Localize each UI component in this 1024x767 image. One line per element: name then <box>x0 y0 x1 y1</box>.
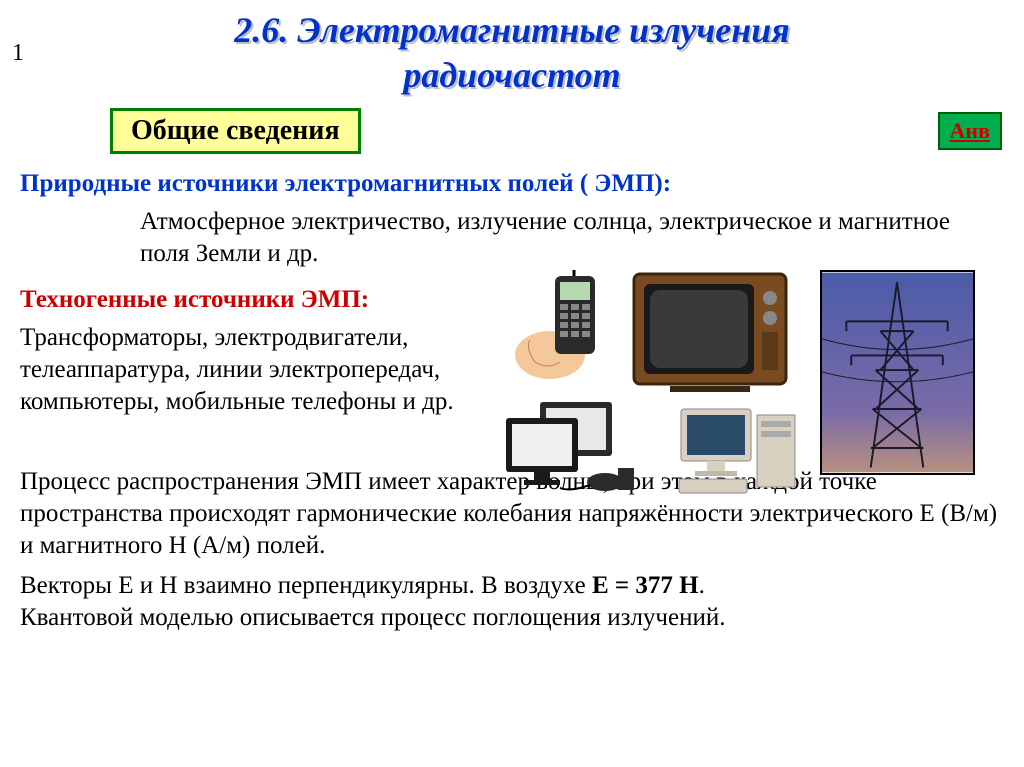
para2-a: Векторы Е и Н взаимно перпендикулярны. В… <box>20 572 592 599</box>
technogenic-sources-body: Трансформаторы, электродвигатели, телеап… <box>20 322 480 418</box>
paragraph-vectors: Векторы Е и Н взаимно перпендикулярны. В… <box>20 570 1004 602</box>
title-line-2: радиочастот <box>403 55 620 95</box>
para2-formula: Е = 377 Н <box>592 572 699 599</box>
power-tower-icon <box>820 270 975 475</box>
subtitle-box: Общие сведения <box>110 108 361 154</box>
para2-c: . <box>699 572 705 599</box>
desktop-pc-icon <box>675 405 800 495</box>
television-icon <box>630 270 790 395</box>
images-cluster <box>480 270 1000 500</box>
natural-sources-body: Атмосферное электричество, излучение сол… <box>140 206 1004 270</box>
paragraph-quantum: Квантовой моделью описывается процесс по… <box>20 602 1004 634</box>
page-number: 1 <box>12 40 24 67</box>
dual-monitors-icon <box>500 400 640 495</box>
slide-title: 2.6. Электромагнитные излучения радиочас… <box>0 0 1024 98</box>
natural-sources-heading: Природные источники электромагнитных пол… <box>20 168 1004 200</box>
mobile-phone-icon <box>510 270 610 385</box>
anv-badge[interactable]: Анв <box>938 112 1002 150</box>
title-line-1: 2.6. Электромагнитные излучения <box>234 10 790 50</box>
